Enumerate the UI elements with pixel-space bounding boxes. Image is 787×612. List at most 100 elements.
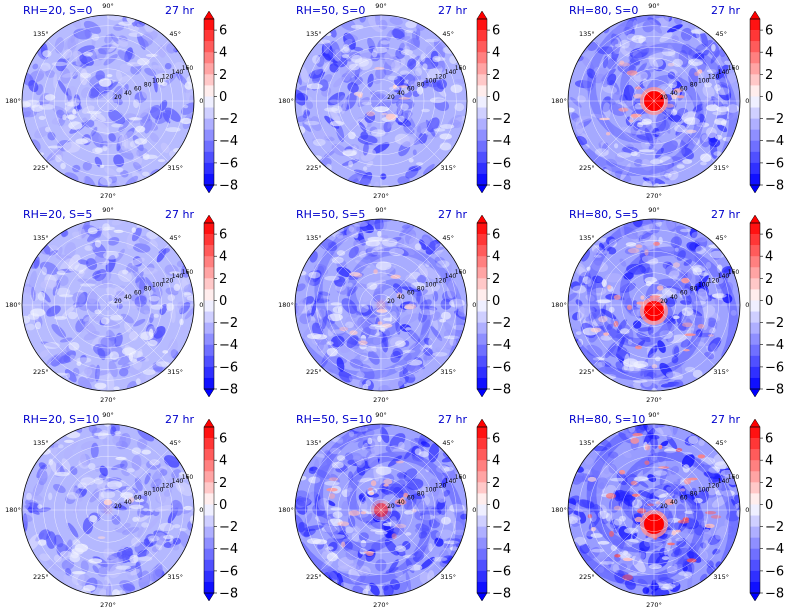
field-patch-positive (374, 66, 385, 70)
field-patch-neutral (449, 503, 465, 513)
colorbar-tick-label: −2 (219, 316, 238, 331)
field-patch-negative (133, 155, 143, 166)
field-patch-negative (344, 452, 354, 461)
field-patch-neutral (442, 46, 457, 54)
colorbar-tick-label: 6 (492, 432, 500, 447)
field-patch-negative (76, 493, 83, 502)
radial-tick-label: 20 (387, 503, 395, 510)
field-patch-negative (90, 442, 99, 459)
field-patch-negative (680, 526, 690, 534)
colorbar-band (750, 96, 760, 108)
radial-tick-label: 60 (134, 495, 142, 502)
grid-spoke (380, 449, 442, 511)
field-patch-negative (98, 177, 109, 187)
field-patch-negative (118, 119, 130, 133)
polar-panel: 90°45°0°315°270°225°180°135°204060801001… (5, 206, 238, 404)
field-patch-negative (644, 113, 656, 125)
angle-tick-label: 0° (745, 301, 752, 309)
field-patch-negative (144, 472, 151, 485)
polar-frame (567, 423, 741, 597)
field-patch-negative (573, 473, 590, 482)
field-patch-negative (302, 117, 313, 126)
field-patch-neutral (106, 74, 113, 78)
field-patch-negative (51, 149, 64, 161)
field-patch-positive (647, 503, 655, 507)
field-patch-positive (635, 345, 642, 350)
field-patch-neutral (633, 476, 649, 482)
field-patch-negative (67, 34, 79, 51)
colorbar-band (204, 570, 214, 583)
field-patch-negative (710, 140, 718, 159)
field-patch-negative (426, 65, 443, 81)
spiral-band-negative (296, 483, 432, 586)
field-patch-neutral (654, 542, 663, 547)
field-patch-negative (131, 455, 142, 471)
colorbar-tick-label: 4 (492, 250, 500, 265)
colorbar-tick-label: −8 (492, 587, 511, 602)
field-patch-negative (296, 493, 314, 508)
colorbar-tick-label: −6 (765, 156, 784, 171)
field-patch-neutral (690, 29, 707, 34)
colorbar-tick-label: 4 (765, 454, 773, 469)
field-patch-neutral (109, 351, 119, 361)
field-patch-negative (655, 147, 664, 159)
field-patch-negative (400, 36, 411, 42)
field-patch-neutral (654, 470, 668, 476)
field-patch-negative (327, 325, 335, 337)
polar-panel: 90°45°0°315°270°225°180°135°204060801001… (5, 2, 238, 200)
grid-spoke (320, 449, 382, 511)
field-patch-negative (666, 435, 678, 450)
field-patch-negative (121, 586, 132, 596)
field-patch-negative (125, 365, 141, 377)
field-patch-neutral (416, 86, 424, 95)
field-patch-negative (108, 236, 120, 246)
radial-tick-label: 120 (708, 73, 720, 80)
polar-frame (21, 423, 195, 597)
field-patch-negative (643, 427, 656, 445)
field-patch-positive (697, 69, 703, 74)
colorbar-band (750, 355, 760, 368)
field-patch-negative (570, 281, 581, 291)
field-patch-negative (335, 235, 349, 244)
field-patch-positive (360, 511, 367, 515)
field-patch-positive (599, 117, 611, 121)
colorbar-band (204, 256, 214, 268)
colorbar-tick-label: −8 (492, 179, 511, 194)
field-patch-negative (701, 134, 709, 142)
colorbar-extend-max (476, 418, 488, 428)
field-patch-negative (127, 572, 135, 580)
field-patch-neutral (41, 266, 48, 276)
field-patch-negative (70, 33, 76, 43)
field-patch-negative (375, 67, 387, 80)
field-patch-neutral (418, 451, 430, 458)
field-patch-negative (430, 325, 443, 342)
field-patch-negative (167, 294, 176, 302)
field-patch-negative (111, 219, 128, 226)
angle-tick-label: 45° (169, 234, 181, 242)
field-patch-neutral (609, 238, 617, 248)
field-patch-negative (652, 379, 669, 385)
field-patch-negative (623, 272, 634, 280)
field-patch-negative (138, 37, 149, 47)
field-patch-negative (73, 505, 80, 514)
field-patch-negative (338, 95, 347, 110)
field-patch-negative (110, 33, 120, 45)
field-patch-negative (587, 41, 599, 51)
field-patch-positive (381, 112, 388, 116)
field-patch-negative (434, 243, 445, 253)
panel-title: RH=80, S=10 (569, 413, 645, 426)
field-patch-neutral (157, 159, 166, 163)
field-patch-neutral (699, 272, 709, 276)
field-patch-neutral (399, 70, 410, 75)
field-patch-negative (677, 144, 686, 155)
field-patch-positive (697, 454, 706, 459)
field-patch-neutral (402, 349, 416, 353)
field-patch-neutral (156, 72, 172, 81)
colorbar-band (204, 30, 214, 42)
field-patch-negative (717, 64, 728, 79)
field-patch-neutral (716, 106, 730, 113)
radial-tick-label: 100 (152, 486, 164, 493)
colorbar-band (750, 322, 760, 334)
grid-spoke (380, 509, 442, 571)
